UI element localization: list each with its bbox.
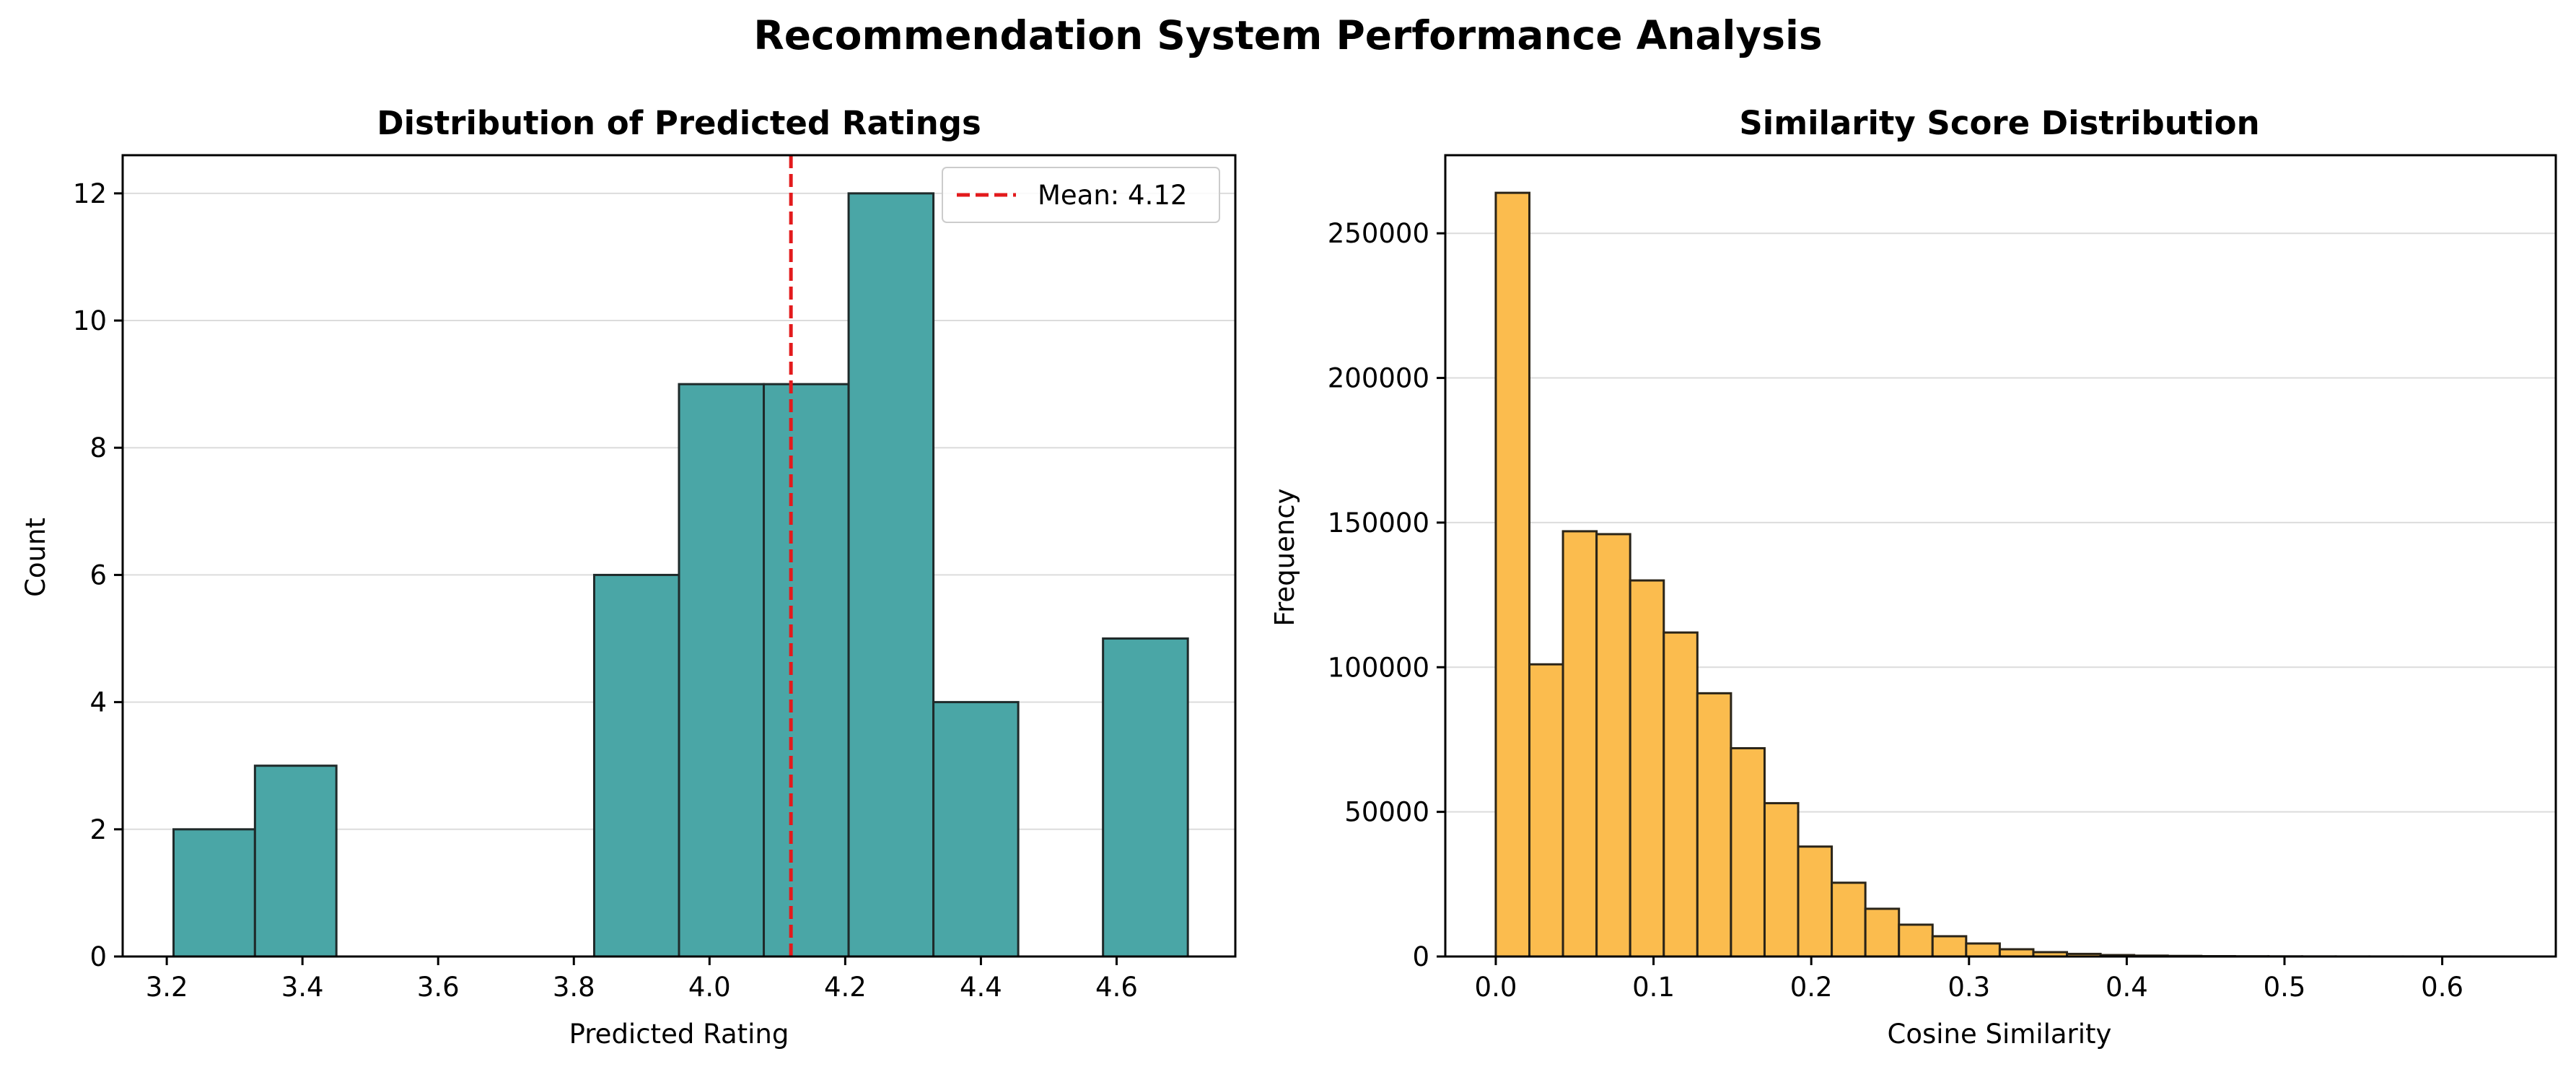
similarity-x-axis-label: Cosine Similarity <box>1888 1019 2112 1050</box>
similarity-x-tick-label: 0.5 <box>2264 972 2306 1003</box>
similarity-bar-4 <box>1629 579 1665 958</box>
ratings-legend: Mean: 4.12 <box>942 167 1220 223</box>
similarity-x-tick-label: 0.6 <box>2421 972 2463 1003</box>
similarity-bar-6 <box>1696 692 1732 958</box>
similarity-histogram-panel: Similarity Score Distribution Cosine Sim… <box>1269 104 2557 1050</box>
ratings-axes-frame <box>121 154 1237 958</box>
similarity-bar-9 <box>1797 845 1834 958</box>
ratings-bar-2 <box>592 573 680 958</box>
ratings-x-tick-label: 4.4 <box>960 972 1002 1003</box>
ratings-bar-6 <box>932 701 1020 958</box>
similarity-bar-10 <box>1831 881 1867 958</box>
ratings-histogram-panel: Distribution of Predicted Ratings Predic… <box>20 104 1237 1050</box>
ratings-x-tick-label: 4.6 <box>1095 972 1138 1003</box>
similarity-y-tick-label: 100000 <box>1328 652 1429 683</box>
ratings-x-tick-label: 4.0 <box>688 972 731 1003</box>
ratings-y-tick-label: 6 <box>89 559 107 591</box>
similarity-x-tick-label: 0.4 <box>2106 972 2148 1003</box>
similarity-bar-2 <box>1561 530 1598 958</box>
similarity-y-tick-label: 200000 <box>1328 363 1429 394</box>
similarity-bar-11 <box>1864 907 1901 958</box>
similarity-x-tick-label: 0.1 <box>1632 972 1675 1003</box>
similarity-bar-7 <box>1730 746 1766 958</box>
ratings-y-tick-label: 12 <box>73 178 107 209</box>
ratings-y-axis-label: Count <box>20 518 51 597</box>
similarity-chart-title: Similarity Score Distribution <box>1739 104 2259 142</box>
similarity-bar-1 <box>1528 663 1564 958</box>
similarity-bar-13 <box>1931 935 1968 958</box>
ratings-x-tick-label: 4.2 <box>824 972 867 1003</box>
ratings-y-tick-label: 8 <box>89 432 107 463</box>
similarity-bar-15 <box>1998 948 2035 958</box>
similarity-y-tick-label: 250000 <box>1328 218 1429 249</box>
ratings-bar-3 <box>678 383 766 958</box>
ratings-legend-label: Mean: 4.12 <box>1038 180 1187 211</box>
ratings-bar-0 <box>172 828 256 958</box>
ratings-x-tick-label: 3.2 <box>146 972 188 1003</box>
ratings-x-tick-label: 3.6 <box>417 972 460 1003</box>
ratings-y-tick-label: 2 <box>89 814 107 845</box>
ratings-legend-box <box>942 167 1220 223</box>
similarity-axes-frame <box>1444 154 2557 958</box>
similarity-bar-5 <box>1662 631 1699 958</box>
similarity-x-tick-label: 0.0 <box>1475 972 1517 1003</box>
similarity-y-tick-label: 50000 <box>1344 797 1429 828</box>
ratings-bar-7 <box>1102 637 1189 958</box>
ratings-x-tick-label: 3.4 <box>281 972 324 1003</box>
ratings-chart-title: Distribution of Predicted Ratings <box>377 104 981 142</box>
ratings-x-axis-label: Predicted Rating <box>569 1019 789 1050</box>
ratings-y-tick-label: 10 <box>73 305 107 336</box>
ratings-x-tick-label: 3.8 <box>553 972 595 1003</box>
similarity-bar-0 <box>1494 191 1531 958</box>
ratings-bar-1 <box>253 764 338 958</box>
similarity-bar-12 <box>1898 923 1934 958</box>
figure-title: Recommendation System Performance Analys… <box>753 12 1822 58</box>
similarity-y-tick-label: 0 <box>1412 941 1429 972</box>
similarity-y-axis-label: Frequency <box>1269 488 1300 626</box>
similarity-bar-8 <box>1763 802 1800 958</box>
similarity-x-tick-label: 0.3 <box>1948 972 1990 1003</box>
ratings-y-tick-label: 0 <box>89 941 107 972</box>
similarity-x-tick-label: 0.2 <box>1790 972 1833 1003</box>
similarity-y-tick-label: 150000 <box>1328 507 1429 539</box>
similarity-bar-3 <box>1595 533 1631 958</box>
similarity-bar-14 <box>1965 942 2001 958</box>
ratings-bar-4 <box>763 383 850 958</box>
ratings-y-tick-label: 4 <box>89 687 107 718</box>
ratings-bar-5 <box>847 192 935 958</box>
